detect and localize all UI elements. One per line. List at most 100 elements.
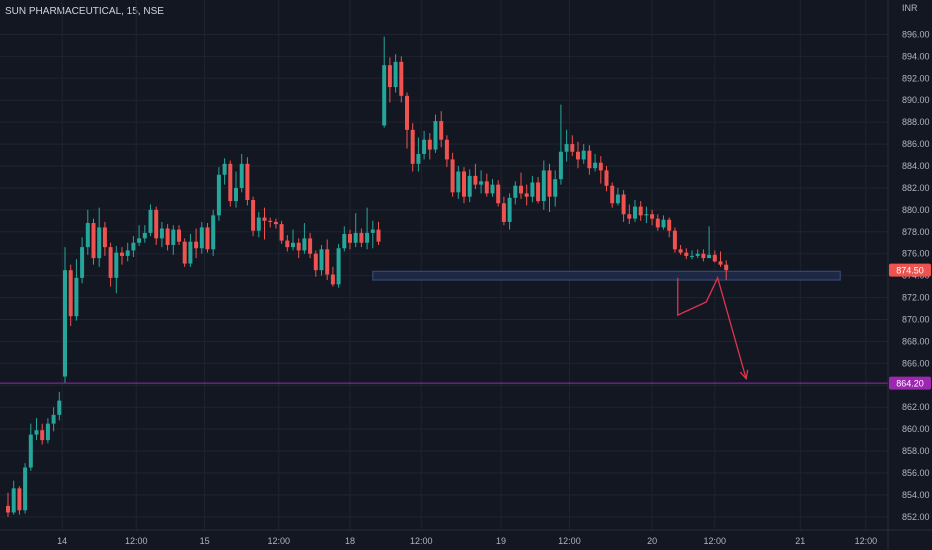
- price-tick-label: 852.00: [902, 512, 930, 522]
- candle-body: [199, 227, 204, 249]
- candle-body: [40, 430, 45, 441]
- price-tick-label: 878.00: [902, 227, 930, 237]
- time-tick-label: 12:00: [267, 536, 290, 546]
- candle-body: [194, 241, 199, 249]
- candle-body: [524, 193, 529, 197]
- candle-body: [615, 194, 620, 204]
- price-tick-label: 870.00: [902, 314, 930, 324]
- candle-body: [473, 175, 478, 185]
- candle-body: [17, 488, 22, 511]
- candle-body: [479, 181, 484, 185]
- candle-body: [205, 227, 210, 250]
- time-axis[interactable]: 14 12:00 15 12:00 18 12:00 19 12:00 20 12:00 21 12:…: [57, 536, 877, 546]
- price-tick-label: 888.00: [902, 117, 930, 127]
- candle-body: [712, 254, 717, 262]
- candle-body: [285, 240, 290, 248]
- price-tick-label: 894.00: [902, 51, 930, 61]
- time-tick-label: 19: [496, 536, 506, 546]
- candle-body: [114, 252, 119, 278]
- candle-body: [108, 247, 113, 278]
- candle-body: [222, 163, 227, 175]
- candle-body: [85, 223, 90, 248]
- candle-body: [405, 95, 409, 130]
- projection-arrowhead: [739, 369, 749, 381]
- candle-body: [564, 144, 569, 152]
- candle-body: [245, 163, 250, 200]
- price-tick-label: 860.00: [902, 424, 930, 434]
- time-tick-label: 20: [647, 536, 657, 546]
- candle-body: [125, 250, 130, 256]
- price-tag-864: [889, 376, 931, 390]
- candle-body: [57, 400, 62, 415]
- candle-body: [610, 185, 615, 204]
- price-tick-label: 896.00: [902, 29, 930, 39]
- support-zone: [372, 270, 841, 281]
- candle-body: [211, 215, 216, 250]
- candle-body: [154, 209, 159, 239]
- candle-body: [558, 151, 563, 180]
- time-tick-label: 12:00: [855, 536, 878, 546]
- candle-body: [661, 219, 666, 228]
- candle-body: [171, 229, 176, 245]
- candle-body: [68, 270, 73, 317]
- price-tick-label: 858.00: [902, 446, 930, 456]
- candle-body: [63, 270, 67, 377]
- candle-body: [239, 163, 244, 188]
- candle-body: [581, 150, 586, 160]
- candle-body: [148, 209, 153, 233]
- price-tick-label: 886.00: [902, 139, 930, 149]
- price-tick-label: 884.00: [902, 161, 930, 171]
- candle-body: [159, 228, 164, 239]
- candle-body: [433, 121, 438, 150]
- candle-body: [11, 488, 16, 513]
- price-tick-label: 862.00: [902, 402, 930, 412]
- price-tick-label: 854.00: [902, 490, 930, 500]
- price-tick-label: 880.00: [902, 205, 930, 215]
- candle-body: [690, 255, 694, 257]
- candle-body: [365, 232, 370, 243]
- candle-body: [359, 232, 364, 243]
- candle-body: [553, 179, 558, 197]
- candle-body: [279, 224, 284, 241]
- candle-body: [439, 121, 444, 140]
- candle-body: [120, 252, 124, 256]
- candle-body: [724, 264, 729, 271]
- candle-body: [462, 171, 466, 197]
- candles-layer: [6, 36, 729, 517]
- currency-label: INR: [902, 3, 918, 13]
- candle-body: [587, 150, 592, 169]
- candle-body: [348, 233, 352, 243]
- time-tick-label: 12:00: [410, 536, 433, 546]
- price-axis[interactable]: INR 896.00 894.00 892.00 890.00 888.00 886.00 8…: [902, 3, 930, 522]
- candle-body: [513, 185, 518, 198]
- time-tick-label: 12:00: [704, 536, 727, 546]
- time-tick-label: 14: [57, 536, 67, 546]
- candle-body: [325, 249, 330, 275]
- candle-body: [416, 153, 421, 164]
- overlays-layer: [0, 275, 888, 384]
- price-tick-label: 892.00: [902, 73, 930, 83]
- candle-body: [667, 219, 672, 231]
- candle-body: [80, 247, 85, 278]
- time-tick-label: 12:00: [558, 536, 581, 546]
- price-tick-label: 876.00: [902, 249, 930, 259]
- candle-body: [672, 230, 677, 250]
- candle-body: [593, 162, 598, 169]
- candle-body: [296, 242, 301, 251]
- candle-body: [718, 261, 723, 265]
- candle-body: [450, 159, 455, 193]
- candle-body: [456, 171, 461, 193]
- candle-body: [633, 206, 637, 219]
- candle-body: [576, 151, 580, 160]
- candle-body: [382, 65, 387, 126]
- candle-body: [302, 238, 307, 251]
- last-price-tag: [889, 263, 931, 277]
- candle-body: [28, 434, 33, 468]
- candle-body: [598, 162, 603, 171]
- candle-body: [444, 139, 449, 160]
- projection-path: [677, 275, 747, 379]
- time-tick-label: 15: [200, 536, 210, 546]
- candle-body: [6, 505, 10, 513]
- candle-body: [501, 203, 506, 222]
